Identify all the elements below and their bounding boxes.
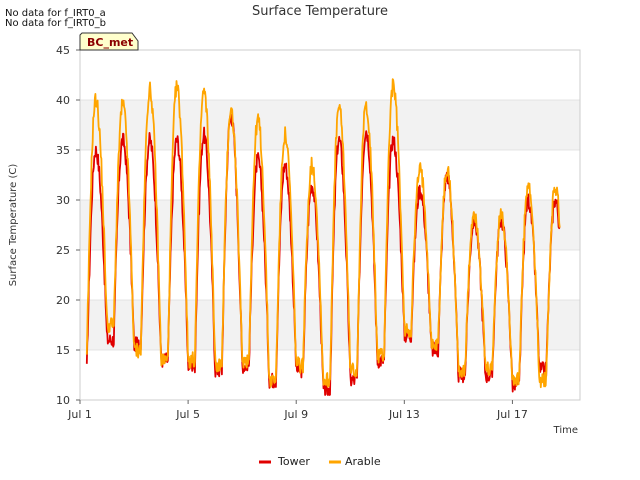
y-tick-label: 45 xyxy=(56,44,70,57)
chart-title: Surface Temperature xyxy=(252,4,388,19)
background-band xyxy=(80,200,580,250)
legend: Tower Arable xyxy=(259,455,381,468)
plot-frame xyxy=(79,49,581,401)
y-axis-label: Surface Temperature (C) xyxy=(8,164,19,287)
x-tick-label: Jul 9 xyxy=(283,408,308,421)
y-tick-label: 15 xyxy=(56,344,70,357)
x-axis-ticks: Jul 1 Jul 5 Jul 9 Jul 13 Jul 17 xyxy=(67,400,528,421)
y-tick-label: 20 xyxy=(56,294,70,307)
badge-label: BC_met xyxy=(87,36,133,49)
y-tick-label: 10 xyxy=(56,394,70,407)
no-data-notice-b: No data for f_IRT0_b xyxy=(5,18,106,29)
x-tick-label: Jul 17 xyxy=(496,408,528,421)
bc-met-badge: BC_met xyxy=(79,32,139,51)
y-tick-label: 40 xyxy=(56,94,70,107)
x-tick-label: Jul 13 xyxy=(388,408,420,421)
background-bands xyxy=(80,100,580,350)
x-tick-label: Jul 5 xyxy=(175,408,200,421)
series-layer xyxy=(85,78,561,396)
x-axis-label: Time xyxy=(553,425,578,436)
legend-label-tower: Tower xyxy=(277,455,310,468)
background-band xyxy=(80,100,580,150)
legend-label-arable: Arable xyxy=(345,455,381,468)
no-data-notice-a: No data for f_IRT0_a xyxy=(5,8,106,19)
y-tick-label: 30 xyxy=(56,194,70,207)
y-tick-label: 25 xyxy=(56,244,70,257)
y-axis-ticks: 10 15 20 25 30 35 40 45 xyxy=(56,44,80,407)
x-tick-label: Jul 1 xyxy=(67,408,92,421)
background-band xyxy=(80,300,580,350)
y-tick-label: 35 xyxy=(56,144,70,157)
series-line-arable xyxy=(85,78,561,389)
